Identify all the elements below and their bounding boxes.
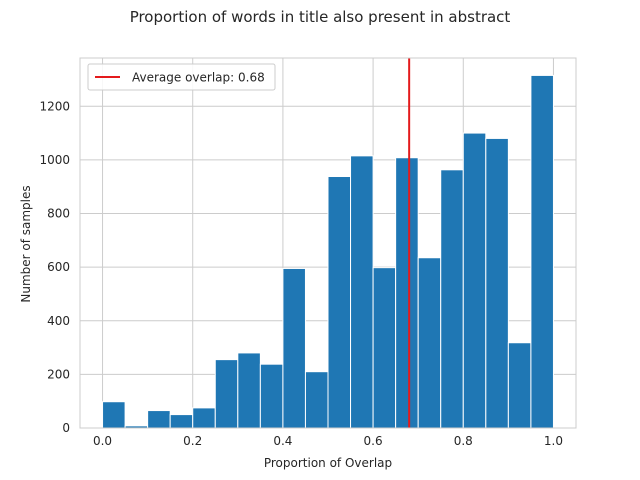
axes-frame	[79, 57, 577, 429]
histogram-bar	[395, 157, 419, 429]
x-axis-label: Proportion of Overlap	[264, 456, 392, 470]
legend-box	[87, 63, 276, 91]
legend-label: Average overlap: 0.68	[132, 71, 265, 85]
histogram-bar	[192, 407, 216, 429]
histogram-bar	[282, 267, 306, 429]
histogram-bar	[485, 137, 509, 429]
histogram-bar	[507, 342, 532, 429]
x-tick-labels: 0.0 0.2 0.4 0.6 0.8 1.0	[93, 434, 563, 448]
histogram-bar	[530, 74, 554, 429]
histogram-bar	[259, 363, 284, 429]
histogram-bar	[462, 132, 487, 429]
x-tick-label: 0.8	[454, 434, 473, 448]
histogram-bar	[147, 410, 171, 429]
x-tick-label: 0.6	[364, 434, 383, 448]
histogram-bar	[304, 371, 329, 429]
histogram-bar	[214, 359, 239, 429]
y-tick-label: 1200	[39, 99, 70, 113]
axes-border	[79, 57, 577, 429]
y-tick-label: 0	[62, 421, 70, 435]
y-tick-label: 600	[47, 260, 70, 274]
histogram-bar	[440, 169, 464, 429]
histogram-bar	[327, 176, 352, 429]
plot-area: 0.0 0.2 0.4 0.6 0.8 1.0 0 200 400 600 800 1000 1200	[39, 57, 577, 448]
histogram-bar	[237, 352, 261, 429]
x-tick-label: 1.0	[544, 434, 563, 448]
y-axis-label: Number of samples	[19, 185, 33, 302]
x-tick-label: 0.4	[273, 434, 292, 448]
histogram-bar	[417, 257, 442, 429]
y-tick-label: 800	[47, 207, 70, 221]
y-tick-label: 1000	[39, 153, 70, 167]
histogram-bar	[372, 267, 397, 429]
y-tick-label: 400	[47, 314, 70, 328]
histogram-bar	[169, 414, 194, 429]
legend: Average overlap: 0.68	[87, 63, 276, 91]
histogram-bars	[102, 74, 554, 429]
x-tick-label: 0.2	[183, 434, 202, 448]
histogram-bar	[102, 401, 126, 429]
x-tick-label: 0.0	[93, 434, 112, 448]
chart-title: Proportion of words in title also presen…	[130, 8, 511, 26]
y-tick-label: 200	[47, 367, 70, 381]
y-tick-labels: 0 200 400 600 800 1000 1200	[39, 99, 70, 435]
histogram-bar	[350, 155, 374, 429]
